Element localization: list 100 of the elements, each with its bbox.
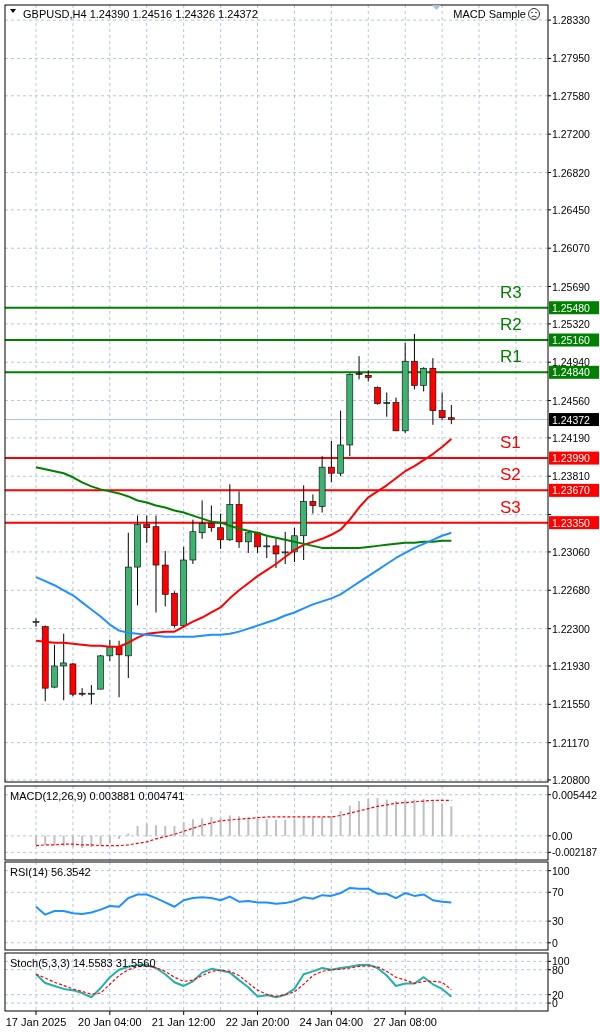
bar [339,810,342,836]
candlestick [374,385,381,406]
annotation: R1 [500,347,522,367]
y-tick-label: 1.21550 [552,698,591,711]
bar [404,800,407,836]
bar [247,817,250,836]
annotation: R2 [500,315,522,335]
y-tick-label: 1.24940 [552,356,591,369]
y-tick-label: 0 [552,936,558,949]
bar [385,799,388,836]
bar [284,819,287,836]
candlestick [420,366,427,392]
bar [191,819,194,836]
line-series [35,531,453,638]
annotation: S3 [500,497,521,517]
ref-line-label: 1.25480 [552,301,591,314]
line-series [35,886,453,916]
bar [44,835,47,845]
bar [108,835,111,844]
annotation: S1 [500,433,521,453]
y-tick-label: 100 [552,955,570,968]
bar [173,826,176,836]
bar [330,816,333,836]
candlestick [51,644,58,689]
y-tick-label: 1.27950 [552,52,591,65]
candlestick [217,513,224,550]
candlestick [263,536,271,559]
bar [136,826,139,836]
y-tick-label: -0.002187 [552,846,600,859]
bar [35,835,37,845]
bar [311,817,314,836]
bar [431,800,434,836]
annotation: S2 [500,465,521,485]
candlestick [32,618,40,628]
bar [219,817,222,836]
y-tick-label: 1.23810 [552,470,591,483]
bar [201,818,204,836]
y-tick-label: 1.21170 [552,736,590,749]
chart-title: GBPUSD,H4 1.24390 1.24516 1.24326 1.24372 [23,8,258,20]
y-tick-label: 1.26450 [552,203,591,216]
bar [441,803,444,836]
y-tick-label: 1.25690 [552,280,591,293]
bar [228,815,231,836]
bar [238,816,241,836]
bar [293,819,296,836]
y-tick-label: 1.27200 [552,128,591,141]
y-tick-label: 1.23060 [552,545,591,558]
y-tick-label: 1.26070 [552,242,591,255]
bar [256,818,259,836]
ref-line-label: 1.23350 [552,516,591,529]
chart-title: MACD(12,26,9) 0.003881 0.004741 [10,790,185,802]
x-tick-label: 20 Jan 04:00 [78,1016,142,1028]
bar [210,816,213,836]
bar [274,819,277,836]
candlestick [281,531,289,565]
candlestick [106,639,114,662]
y-tick-label: 1.26820 [552,166,591,179]
bar [302,817,305,836]
y-tick-label: 1.22300 [552,622,591,635]
y-tick-label: 1.25320 [552,317,591,330]
y-tick-label: 1.24560 [552,394,591,407]
ref-line-label: 1.23990 [552,452,591,465]
y-tick-label: 1.24190 [552,431,591,444]
bar [118,835,121,839]
bar [164,826,167,836]
candlestick [383,391,391,418]
x-tick-label: 21 Jan 12:00 [151,1016,216,1028]
bar [53,835,56,846]
x-tick-label: 24 Jan 04:00 [299,1016,364,1028]
bar [154,825,157,836]
bar [413,799,416,836]
ref-line-label: 1.25160 [552,334,591,347]
bar [321,816,324,836]
candlestick [448,404,455,425]
bar [367,798,370,836]
candlestick [355,355,363,380]
y-tick-label: 1.28330 [552,14,591,27]
candlestick [60,633,67,701]
bar [376,798,379,836]
ref-line-label: 1.24840 [552,366,591,379]
bar [394,801,397,836]
annotation: R3 [500,282,522,302]
y-tick-label: 100 [552,864,570,877]
y-tick-label: 0.005442 [552,788,598,801]
bar [358,801,361,836]
y-tick-label: 30 [552,915,564,928]
x-tick-label: 27 Jan 08:00 [373,1016,438,1028]
x-tick-label: 17 Jan 2025 [5,1016,67,1028]
bar [182,822,185,836]
x-tick-label: 22 Jan 20:00 [225,1016,290,1028]
y-tick-label: 0.00 [552,829,573,842]
candlestick [272,538,280,569]
bar [99,835,102,845]
y-tick-label: 1.27580 [552,89,591,102]
ref-line-label: 1.23670 [552,484,591,497]
bar [348,805,351,836]
bar [422,798,425,836]
annotation: MACD Sample [453,8,526,20]
y-tick-label: 1.20800 [552,773,591,786]
y-tick-label: 1.22680 [552,584,591,597]
